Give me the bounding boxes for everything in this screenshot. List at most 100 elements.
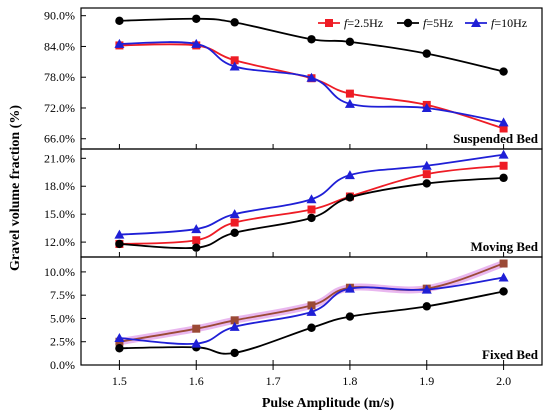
data-point [421, 102, 432, 112]
data-point [229, 321, 240, 331]
data-point [307, 35, 316, 44]
series-triangle [114, 149, 509, 239]
y-tick-label: 5.0% [50, 311, 75, 325]
x-tick-label: 1.9 [419, 374, 434, 388]
panel-1: 66.0% 72.0% 78.0% 84.0% 90.0% Suspended Bed [44, 7, 543, 150]
y-tick-label: 21.0% [44, 151, 75, 165]
legend: f=2.5Hz f=5Hz f=10Hz [318, 16, 527, 30]
y-tick-label: 78.0% [44, 70, 75, 84]
data-point [306, 306, 317, 316]
legend-label: f=5Hz [423, 16, 453, 30]
series-triangle [114, 38, 509, 127]
legend-entry: f=10Hz [465, 16, 527, 30]
x-axis-title: Pulse Amplitude (m/s) [262, 396, 395, 411]
data-point [115, 344, 124, 353]
y-tick-label: 15.0% [44, 207, 75, 221]
data-point [499, 161, 508, 170]
data-point [230, 56, 239, 65]
x-tick-label: 1.8 [342, 374, 357, 388]
data-point [344, 98, 355, 108]
panel-label: Fixed Bed [482, 347, 539, 362]
data-point [191, 38, 202, 48]
data-point [307, 301, 316, 310]
series-square [115, 161, 508, 248]
x-tick-label: 1.6 [189, 374, 204, 388]
data-point [230, 316, 239, 325]
x-axis: 1.5 1.6 1.7 1.8 1.9 2.0 [112, 365, 511, 388]
series-line [119, 164, 504, 245]
y-tick-label: 90.0% [44, 9, 75, 23]
legend-label: f=10Hz [491, 16, 527, 30]
data-point [498, 117, 509, 127]
y-tick-label: 2.5% [50, 335, 75, 349]
series-circle [115, 173, 508, 252]
data-point [498, 149, 509, 159]
y-tick-label: 12.0% [44, 235, 75, 249]
data-point [306, 194, 317, 204]
data-point [344, 170, 355, 180]
data-point [421, 160, 432, 170]
y-tick-label: 72.0% [44, 101, 75, 115]
data-point [499, 124, 508, 133]
legend-marker [471, 18, 481, 27]
data-point [345, 37, 355, 47]
data-point [192, 14, 201, 23]
data-point [345, 89, 354, 98]
data-point [421, 284, 432, 294]
y-tick-label: 18.0% [44, 179, 75, 193]
data-point [499, 173, 508, 183]
data-point [306, 72, 317, 82]
x-tick-label: 1.7 [266, 374, 281, 388]
data-point [114, 38, 125, 48]
data-point [307, 323, 316, 332]
data-point [230, 348, 239, 358]
panel-frame [80, 256, 543, 366]
data-point [498, 272, 509, 282]
data-point [230, 228, 239, 237]
data-point [191, 338, 202, 348]
data-point [345, 193, 355, 202]
legend-entry: f=2.5Hz [318, 16, 383, 30]
data-point [114, 333, 125, 342]
data-point [230, 218, 239, 227]
data-point [499, 259, 508, 268]
data-point [422, 302, 431, 311]
data-point [192, 243, 201, 252]
panel-2: 12.0% 15.0% 18.0% 21.0% Moving Bed [44, 148, 543, 258]
panels-layer: 66.0% 72.0% 78.0% 84.0% 90.0% Suspended Bed 12… [44, 7, 543, 372]
series-circle [115, 14, 508, 76]
data-point [345, 312, 355, 321]
data-point [499, 287, 508, 296]
data-point [307, 213, 316, 223]
data-point [229, 61, 240, 71]
y-axis-title: Gravel volume fraction (%) [8, 105, 23, 271]
y-tick-label: 66.0% [44, 132, 75, 146]
data-point [307, 205, 316, 214]
y-tick-label: 84.0% [44, 39, 75, 53]
legend-marker [325, 19, 333, 27]
data-point [192, 236, 201, 245]
legend-marker [403, 18, 413, 28]
y-tick-label: 0.0% [50, 358, 75, 372]
legend-label: f=2.5Hz [344, 16, 383, 30]
data-point [115, 16, 124, 26]
series-circle [115, 287, 508, 358]
data-point [115, 239, 124, 249]
data-point [230, 18, 239, 27]
data-point [422, 179, 431, 188]
y-tick-label: 7.5% [50, 288, 75, 302]
x-tick-label: 1.5 [112, 374, 127, 388]
data-point [229, 209, 240, 219]
data-point [344, 283, 355, 293]
series-triangle [114, 272, 509, 348]
x-tick-label: 2.0 [496, 374, 511, 388]
data-point [114, 229, 125, 239]
legend-entry: f=5Hz [397, 16, 453, 30]
data-point [422, 170, 431, 179]
data-point [192, 324, 201, 333]
data-point [499, 67, 508, 76]
panel-label: Suspended Bed [453, 131, 539, 146]
data-point [422, 49, 431, 58]
y-tick-label: 10.0% [44, 265, 75, 279]
